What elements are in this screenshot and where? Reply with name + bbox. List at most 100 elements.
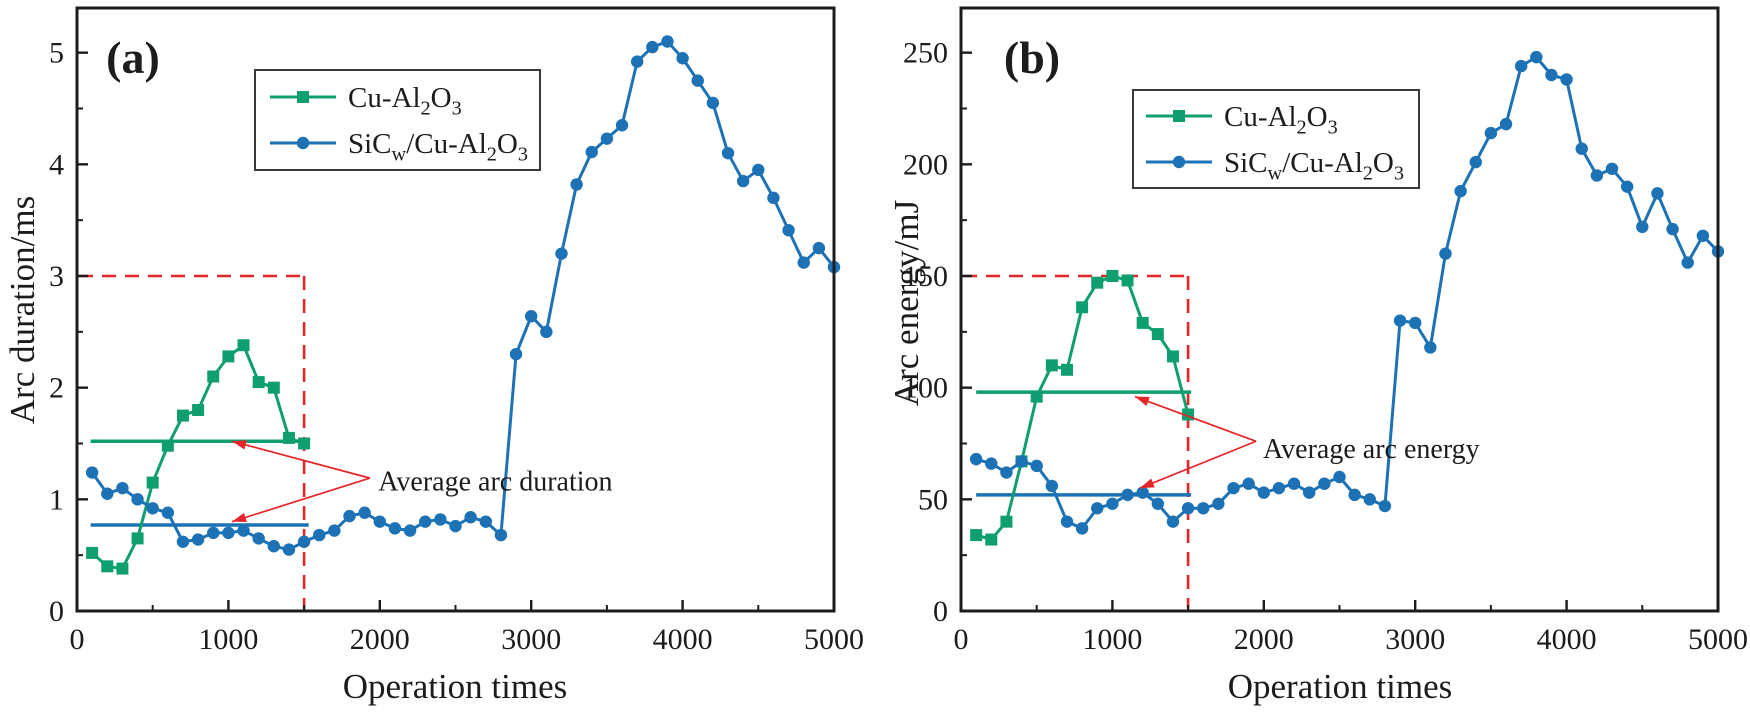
legend-label: Cu-Al2O3 bbox=[348, 82, 462, 120]
circle-marker bbox=[985, 457, 998, 470]
annotation-arrow-0-line bbox=[1134, 395, 1257, 443]
circle-marker bbox=[1666, 222, 1679, 236]
square-marker bbox=[237, 339, 250, 352]
circle-marker bbox=[570, 178, 583, 191]
axes: 0 1000 2000 3000 4000 5000 0 1 2 3 4 5 bbox=[49, 6, 864, 656]
annotation-arrow-0 bbox=[1134, 395, 1257, 443]
square-marker bbox=[222, 350, 235, 363]
square-marker bbox=[1091, 276, 1104, 289]
panel-label: (b) bbox=[1004, 32, 1060, 83]
annotation-arrow-1-line bbox=[1139, 440, 1257, 489]
circle-marker bbox=[222, 526, 235, 540]
circle-marker bbox=[161, 506, 175, 519]
x-tick-label: 3000 bbox=[1385, 623, 1445, 656]
circle-marker bbox=[600, 132, 614, 145]
circle-marker bbox=[1106, 497, 1119, 510]
circle-marker bbox=[1560, 73, 1573, 86]
circle-marker bbox=[252, 532, 265, 545]
annotation: Average arc duration bbox=[231, 440, 613, 523]
circle-marker bbox=[207, 526, 220, 540]
circle-marker bbox=[1681, 256, 1694, 269]
circle-marker bbox=[1499, 117, 1513, 131]
axes: 0 1000 2000 3000 4000 5000 0 50 100 150 200 250 bbox=[903, 6, 1748, 656]
circle-marker bbox=[706, 96, 720, 110]
circle-marker bbox=[630, 55, 644, 68]
y-tick-label: 4 bbox=[49, 148, 64, 181]
circle-marker bbox=[1530, 50, 1543, 64]
x-tick-label: 0 bbox=[954, 623, 969, 656]
circle-marker bbox=[1257, 486, 1271, 499]
circle-marker bbox=[555, 247, 568, 260]
square-marker bbox=[192, 404, 205, 416]
square-marker bbox=[282, 431, 295, 444]
circle-marker bbox=[1318, 477, 1331, 490]
y-tick-label: 5 bbox=[49, 37, 64, 70]
annotation-arrow-1 bbox=[1139, 440, 1257, 489]
circle-marker bbox=[721, 146, 735, 160]
circle-marker bbox=[1075, 522, 1089, 535]
circle-marker bbox=[812, 241, 826, 255]
square-marker bbox=[1151, 328, 1164, 341]
circle-marker bbox=[1197, 502, 1210, 515]
legend: Cu-Al2O3 SiCw/Cu-Al2O3 bbox=[254, 69, 541, 171]
circle-marker bbox=[116, 481, 129, 495]
circle-marker bbox=[736, 174, 750, 188]
annotation-text: Average arc energy bbox=[1263, 434, 1480, 465]
circle-marker bbox=[146, 502, 159, 515]
x-tick-label: 0 bbox=[70, 623, 85, 656]
chart-panel-b: 0 1000 2000 3000 4000 5000 0 50 100 150 200 250 Oper… bbox=[887, 6, 1748, 706]
annotation-arrow-1-line bbox=[231, 477, 371, 523]
annotation-text: Average arc duration bbox=[378, 466, 612, 497]
square-marker bbox=[1045, 359, 1058, 372]
circle-marker bbox=[797, 256, 810, 269]
circle-marker bbox=[479, 515, 492, 528]
annotation-arrow-0-line bbox=[231, 440, 371, 479]
y-tick-label: 200 bbox=[903, 148, 948, 181]
legend-entry-blue: SiCw/Cu-Al2O3 bbox=[1146, 147, 1404, 185]
legend-circle-marker bbox=[1172, 155, 1186, 169]
series-sicw-cu-al2o3 bbox=[85, 35, 841, 556]
square-marker bbox=[1000, 515, 1013, 528]
circle-marker bbox=[1378, 499, 1392, 513]
dashed-guide-box bbox=[963, 274, 1190, 609]
circle-marker bbox=[752, 163, 765, 177]
circle-marker bbox=[1439, 247, 1452, 260]
circle-marker bbox=[297, 535, 311, 548]
circle-marker bbox=[1545, 68, 1558, 82]
circle-marker bbox=[388, 522, 402, 535]
x-tick-label: 1000 bbox=[1082, 623, 1142, 656]
square-marker bbox=[207, 370, 220, 383]
annotation-arrow-0-head bbox=[232, 440, 247, 450]
circle-marker bbox=[767, 191, 780, 205]
circle-marker bbox=[1348, 488, 1361, 502]
legend-label: SiCw/Cu-Al2O3 bbox=[1224, 147, 1404, 185]
circle-marker bbox=[1514, 59, 1528, 73]
square-marker bbox=[985, 533, 998, 546]
x-tick-label: 5000 bbox=[804, 623, 864, 656]
y-axis-title: Arc duration/ms bbox=[3, 196, 42, 424]
series-cu-al2o3 bbox=[86, 339, 311, 575]
circle-marker bbox=[1136, 486, 1149, 499]
legend-entry-blue: SiCw/Cu-Al2O3 bbox=[270, 128, 528, 166]
legend-square-marker bbox=[1173, 110, 1185, 122]
circle-marker bbox=[176, 535, 190, 548]
circle-marker bbox=[373, 515, 386, 528]
square-marker bbox=[1060, 363, 1073, 376]
square-marker bbox=[1076, 301, 1089, 314]
legend-circle-marker bbox=[296, 136, 310, 150]
circle-marker bbox=[1333, 470, 1346, 484]
y-tick-label: 150 bbox=[903, 260, 948, 293]
circle-marker bbox=[282, 543, 296, 556]
circle-marker bbox=[1590, 169, 1604, 182]
chart-panel-a: 0 1000 2000 3000 4000 5000 0 1 2 3 4 5 Operation tim… bbox=[3, 6, 864, 706]
circle-marker bbox=[525, 310, 538, 323]
circle-marker bbox=[1409, 316, 1422, 330]
circle-marker bbox=[434, 513, 447, 526]
circle-marker bbox=[449, 519, 462, 533]
square-marker bbox=[267, 381, 280, 394]
panel-label: (a) bbox=[106, 32, 160, 83]
square-marker bbox=[86, 546, 99, 559]
legend: Cu-Al2O3 SiCw/Cu-Al2O3 bbox=[1132, 89, 1420, 189]
